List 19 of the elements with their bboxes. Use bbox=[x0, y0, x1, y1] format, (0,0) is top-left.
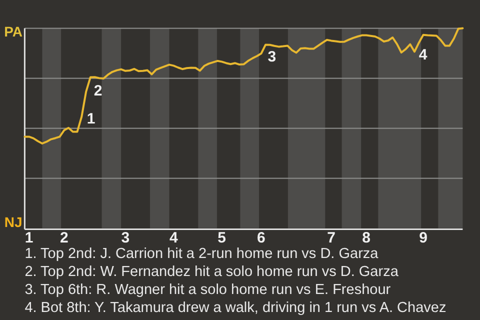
x-tick-label: 4 bbox=[169, 229, 178, 246]
text: 4. Bot 8th: Y. Takamura drew a walk, driving in 1 run vs A. Chavez bbox=[24, 300, 446, 316]
x-tick-label: 6 bbox=[257, 229, 266, 246]
annotation: 3 bbox=[268, 48, 276, 66]
annotation: 2 bbox=[94, 82, 102, 100]
x-tick-label: 9 bbox=[419, 229, 428, 246]
text: NJ bbox=[4, 214, 22, 230]
text: 2. Top 2nd: W. Fernandez hit a solo home run vs D. Garza bbox=[24, 264, 400, 280]
text: 1. Top 2nd: J. Carrion hit a 2-run home run vs D. Garza bbox=[24, 246, 380, 262]
x-tick-label: 3 bbox=[121, 229, 130, 246]
text: 3. Top 6th: R. Wagner hit a solo home run vs E. Freshour bbox=[24, 282, 391, 298]
x-tick-label: 7 bbox=[327, 229, 336, 246]
text: PA bbox=[4, 24, 23, 40]
x-tick-label: 8 bbox=[362, 229, 371, 246]
x-tick-label: 2 bbox=[60, 229, 68, 246]
x-tick-label: 1 bbox=[24, 229, 34, 246]
annotation: 4 bbox=[418, 46, 428, 64]
annotation: 1 bbox=[86, 110, 96, 128]
x-tick-label: 5 bbox=[218, 229, 226, 246]
